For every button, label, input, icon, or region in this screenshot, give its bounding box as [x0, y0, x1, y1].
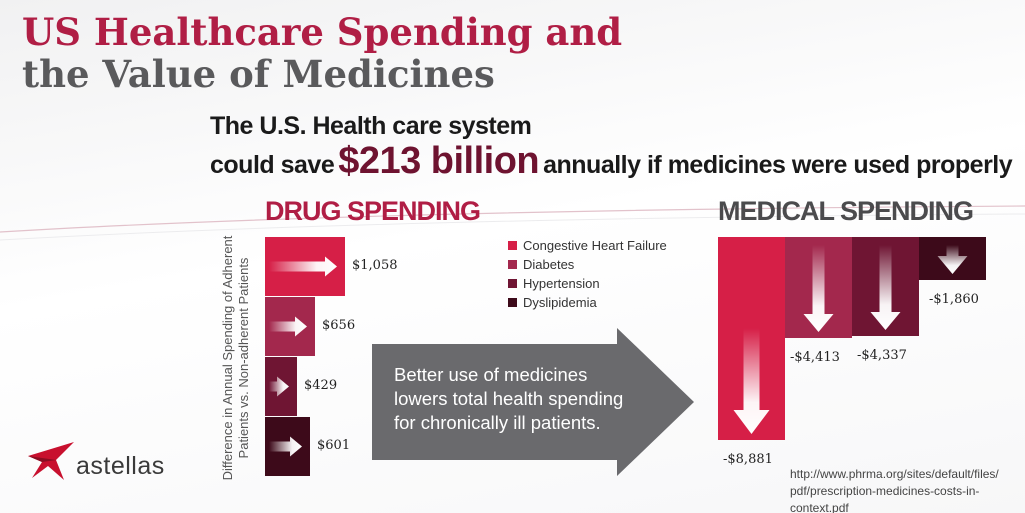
down-arrow-icon [937, 245, 968, 274]
legend-swatch [508, 260, 517, 270]
medical-value-label-2: -$4,413 [790, 350, 840, 365]
drug-value-label-1: $1,058 [352, 257, 398, 273]
headline-line-2: could save $213 billion annually if medi… [210, 140, 1013, 183]
legend-label: Hypertension [523, 276, 600, 291]
legend-swatch [508, 279, 517, 289]
drug-bar-3 [265, 357, 297, 416]
headline-line-1: The U.S. Health care system [210, 112, 532, 140]
y-axis-label-line-1: Difference in Annual Spending of Adheren… [220, 235, 235, 481]
legend-swatch [508, 298, 517, 308]
source-line-2: pdf/prescription-medicines-costs-in-cont… [790, 484, 980, 513]
legend-swatch [508, 241, 517, 251]
drug-bar-1 [265, 237, 345, 296]
big-arrow-shape [372, 328, 694, 476]
astellas-logo-text: astellas [76, 452, 165, 480]
headline-prefix: could save [210, 151, 335, 179]
medical-value-label-4: -$1,860 [929, 292, 979, 307]
medical-spending-title: MEDICAL SPENDING [718, 196, 974, 226]
legend-item: Congestive Heart Failure [508, 238, 667, 253]
medical-bar-4 [919, 237, 986, 280]
medical-value-label-3: -$4,337 [857, 348, 907, 363]
drug-bar-4 [265, 417, 310, 476]
source-citation: http://www.phrma.org/sites/default/files… [790, 466, 1025, 513]
drug-value-label-4: $601 [317, 437, 351, 453]
source-line-1: http://www.phrma.org/sites/default/files… [790, 467, 999, 481]
medical-value-label-1: -$8,881 [723, 452, 773, 467]
down-arrow-icon [733, 328, 770, 434]
legend-label: Congestive Heart Failure [523, 238, 667, 253]
legend-item: Diabetes [508, 257, 574, 272]
medical-bar-2 [785, 237, 852, 338]
drug-value-label-2: $656 [322, 317, 356, 333]
legend-label: Dyslipidemia [523, 295, 597, 310]
right-arrow-icon [269, 376, 289, 397]
right-arrow-icon [269, 256, 337, 277]
down-arrow-icon [803, 245, 834, 332]
down-arrow-icon [870, 245, 901, 330]
medical-bar-1 [718, 237, 785, 440]
headline-amount: $213 billion [338, 140, 540, 182]
drug-bar-2 [265, 297, 315, 356]
drug-spending-title: DRUG SPENDING [265, 196, 481, 226]
legend-item: Dyslipidemia [508, 295, 597, 310]
headline-suffix: annually if medicines were used properly [543, 151, 1013, 179]
arrow-message: Better use of medicines lowers total hea… [394, 364, 624, 433]
legend-item: Hypertension [508, 276, 600, 291]
y-axis-label-line-2: Patients vs. Non-adherent Patients [236, 257, 251, 459]
medical-bar-3 [852, 237, 919, 336]
right-arrow-icon [269, 436, 302, 457]
legend-label: Diabetes [523, 257, 575, 272]
drug-value-label-3: $429 [304, 377, 338, 393]
title-line-2: the Value of Medicines [22, 52, 495, 96]
right-arrow-icon [269, 316, 307, 337]
astellas-star-icon [28, 442, 74, 480]
title-line-1: US Healthcare Spending and [22, 10, 623, 54]
y-axis-label: Difference in Annual Spending of Adheren… [220, 233, 252, 483]
